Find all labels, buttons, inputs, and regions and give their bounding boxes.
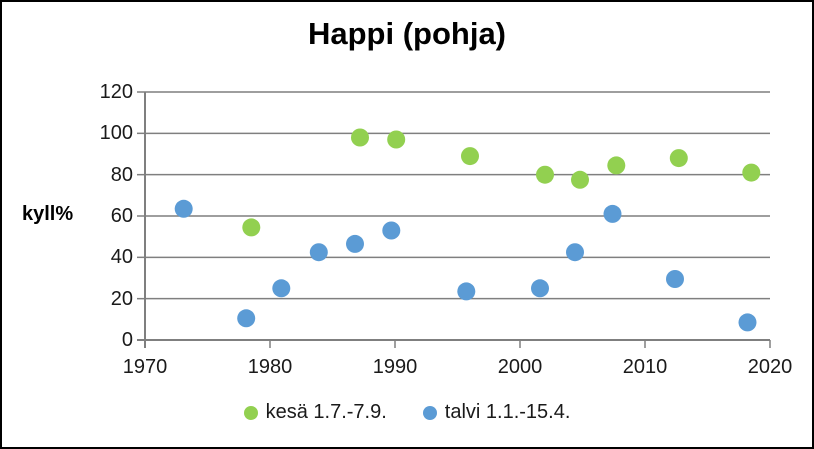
x-tick-label-2000: 2000 bbox=[497, 356, 543, 378]
y-tick-label-80: 80 bbox=[110, 163, 133, 186]
y-tick-label-60: 60 bbox=[110, 205, 133, 227]
data-point-summer bbox=[669, 149, 688, 168]
x-tick-label-2020: 2020 bbox=[747, 356, 793, 378]
x-tick-label-1980: 1980 bbox=[247, 356, 293, 378]
data-point-winter bbox=[457, 282, 476, 301]
x-tick-label-1990: 1990 bbox=[372, 356, 418, 378]
y-axis-title: kyll% bbox=[22, 203, 74, 225]
data-point-summer bbox=[742, 163, 761, 182]
data-point-summer bbox=[461, 147, 479, 166]
legend-marker-summer-icon bbox=[243, 405, 258, 420]
y-tick-label-20: 20 bbox=[110, 287, 133, 310]
data-point-summer bbox=[387, 130, 406, 149]
y-tick-label-120: 120 bbox=[99, 81, 133, 103]
legend-label-winter: talvi 1.1.-15.4. bbox=[444, 401, 571, 423]
data-point-winter bbox=[382, 221, 401, 240]
y-tick-label-100: 100 bbox=[99, 122, 133, 145]
data-point-winter bbox=[666, 270, 684, 288]
y-tick-label-40: 40 bbox=[110, 246, 133, 269]
x-tick-label-2010: 2010 bbox=[622, 356, 668, 378]
data-point-winter bbox=[531, 279, 549, 298]
data-point-winter bbox=[346, 234, 364, 253]
chart-title: Happi (pohja) bbox=[307, 16, 507, 51]
data-point-summer bbox=[351, 128, 369, 147]
data-point-summer bbox=[607, 156, 626, 175]
data-point-winter bbox=[309, 243, 328, 262]
data-point-winter bbox=[603, 204, 622, 223]
legend-item-summer: kesä 1.7.-7.9. bbox=[243, 401, 387, 424]
data-point-summer bbox=[242, 218, 261, 237]
x-tick-label-1970: 1970 bbox=[122, 356, 168, 378]
legend-item-winter: talvi 1.1.-15.4. bbox=[422, 401, 571, 424]
data-point-winter bbox=[174, 199, 193, 218]
data-point-summer bbox=[536, 165, 554, 184]
data-point-summer bbox=[571, 170, 589, 189]
legend-label-summer: kesä 1.7.-7.9. bbox=[265, 401, 387, 423]
data-point-winter bbox=[738, 313, 757, 332]
data-point-winter bbox=[272, 279, 291, 298]
y-tick-label-0: 0 bbox=[121, 329, 133, 351]
legend-marker-winter-icon bbox=[422, 405, 437, 420]
data-point-winter bbox=[566, 243, 584, 262]
legend: kesä 1.7.-7.9. talvi 1.1.-15.4. bbox=[2, 401, 812, 424]
data-point-winter bbox=[237, 309, 256, 328]
